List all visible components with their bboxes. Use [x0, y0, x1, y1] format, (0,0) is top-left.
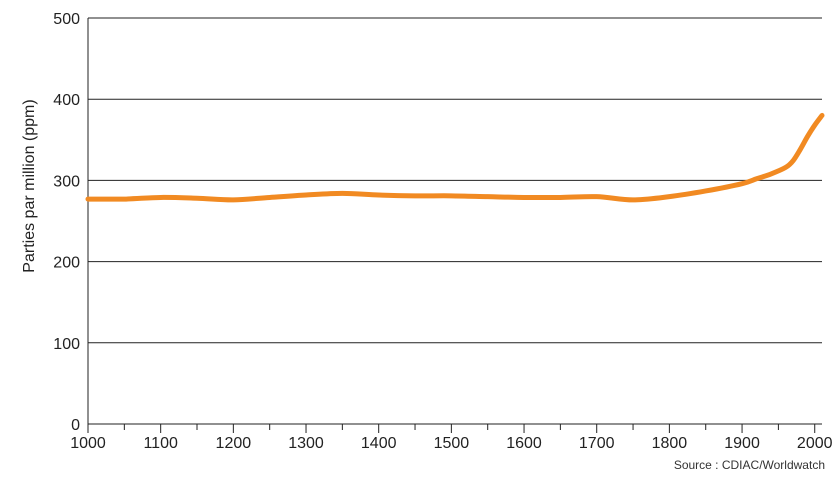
- y-tick-label-300: 300: [53, 173, 80, 190]
- x-tick-label-1600: 1600: [506, 435, 542, 452]
- y-tick-label-100: 100: [53, 336, 80, 353]
- series-group: [85, 112, 825, 203]
- x-axis-tick-labels: 1000 1100 1200 1300 1400 1500 1600 1700 1800 1900…: [70, 435, 832, 452]
- x-tick-label-1700: 1700: [579, 435, 615, 452]
- y-tick-label-200: 200: [53, 255, 80, 272]
- y-tick-label-0: 0: [71, 417, 80, 434]
- x-tick-label-1200: 1200: [216, 435, 252, 452]
- y-axis-tick-labels: 0 100 200 300 400 500: [53, 11, 80, 434]
- x-tick-label-1900: 1900: [724, 435, 760, 452]
- x-tick-label-1400: 1400: [361, 435, 397, 452]
- x-axis-ticks: [87, 424, 816, 433]
- grid-lines: [88, 17, 822, 425]
- x-tick-label-1800: 1800: [652, 435, 688, 452]
- source-note: Source : CDIAC/Worldwatch: [673, 458, 825, 472]
- x-tick-label-1100: 1100: [143, 435, 178, 452]
- series-line-0: [85, 112, 825, 203]
- y-axis-title: Parties par million (ppm): [21, 99, 38, 272]
- x-tick-label-1500: 1500: [434, 435, 470, 452]
- y-tick-label-500: 500: [53, 11, 80, 28]
- x-tick-label-1300: 1300: [288, 435, 324, 452]
- x-tick-label-2000: 2000: [797, 435, 833, 452]
- y-tick-label-400: 400: [53, 92, 80, 109]
- x-tick-label-1000: 1000: [70, 435, 106, 452]
